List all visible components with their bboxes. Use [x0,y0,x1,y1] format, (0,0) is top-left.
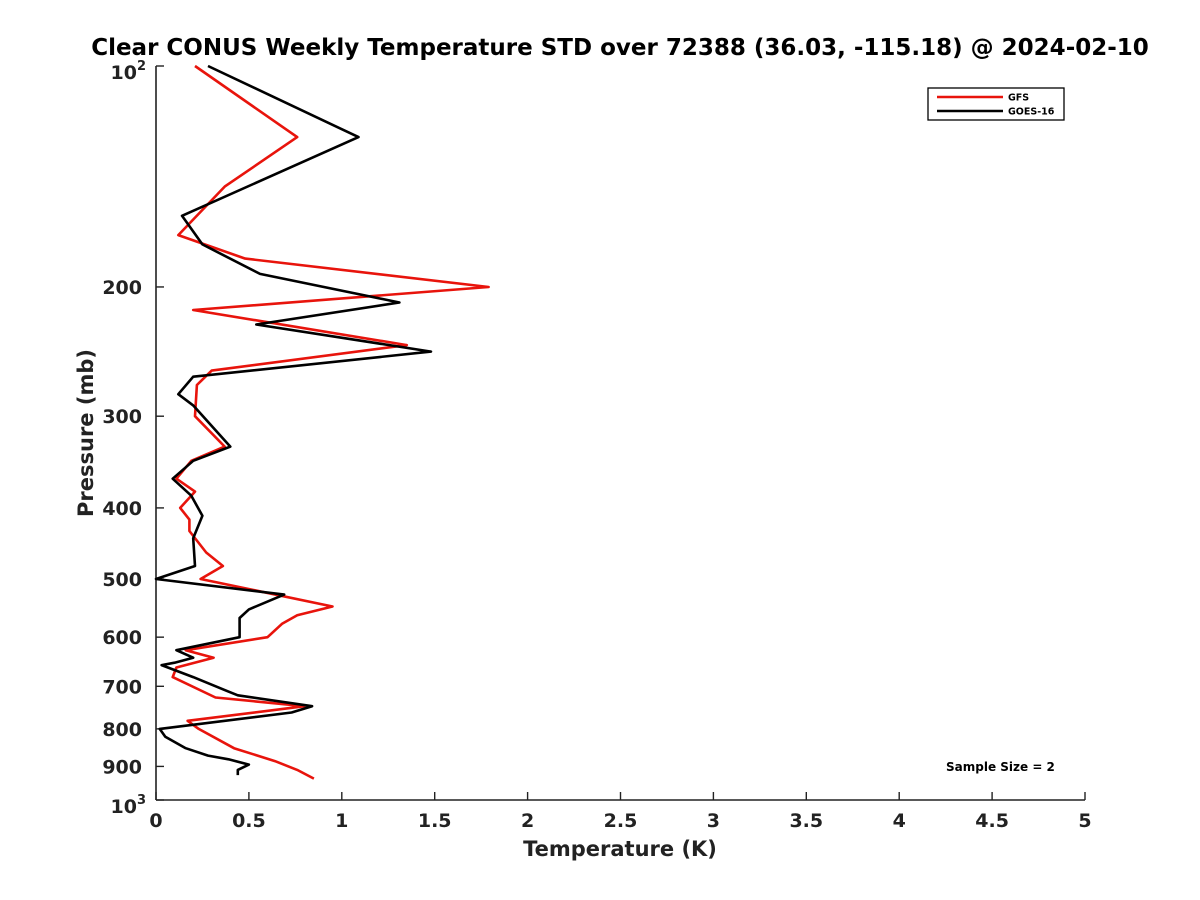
y-tick-label: 103 [111,793,147,818]
series-line-gfs [171,64,490,780]
y-tick-label: 102 [111,59,147,84]
x-tick-label: 5 [1078,810,1091,832]
x-tick-label: 3.5 [789,810,823,832]
legend-box [927,87,1065,121]
chart-title: Clear CONUS Weekly Temperature STD over … [91,35,1149,61]
sample-size-annotation: Sample Size = 2 [946,760,1055,774]
x-tick-label: 2.5 [604,810,638,832]
x-axis-label: Temperature (K) [523,837,717,861]
y-tick-label: 300 [102,406,142,428]
y-tick-label: 800 [102,719,142,741]
x-tick-label: 1.5 [418,810,452,832]
x-tick-label: 0.5 [232,810,266,832]
x-tick-label: 4.5 [975,810,1009,832]
y-tick-label: 600 [102,627,142,649]
y-tick-label: 200 [102,277,142,299]
legend-label-goes16: GOES-16 [1008,107,1055,118]
x-tick-label: 0 [149,810,162,832]
y-tick-label: 700 [102,676,142,698]
legend-label-gfs: GFS [1008,93,1029,104]
y-axis-label: Pressure (mb) [74,349,98,517]
x-tick-label: 3 [707,810,720,832]
y-tick-label: 400 [102,498,142,520]
x-tick-label: 2 [521,810,534,832]
x-tick-label: 4 [893,810,906,832]
series-line-goes-16 [154,64,433,776]
y-tick-label: 500 [102,569,142,591]
y-tick-label: 900 [102,756,142,778]
x-tick-label: 1 [335,810,348,832]
